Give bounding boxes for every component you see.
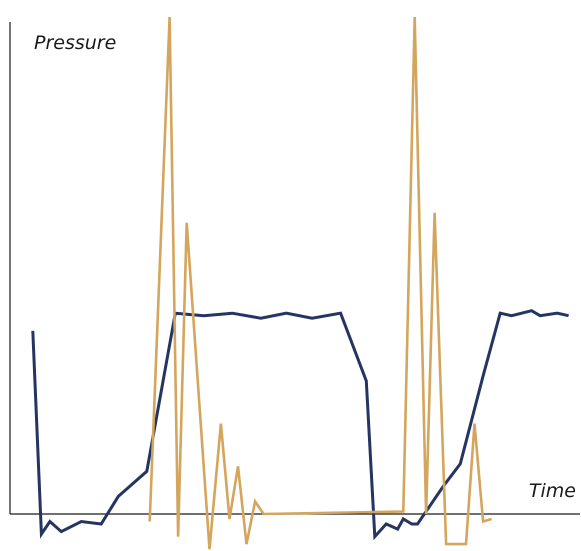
series-layer — [31, 16, 569, 550]
series-2-line — [148, 16, 492, 550]
y-axis-label: Pressure — [34, 32, 116, 54]
series-1-line — [31, 309, 569, 541]
x-axis-label: Time — [529, 480, 576, 502]
